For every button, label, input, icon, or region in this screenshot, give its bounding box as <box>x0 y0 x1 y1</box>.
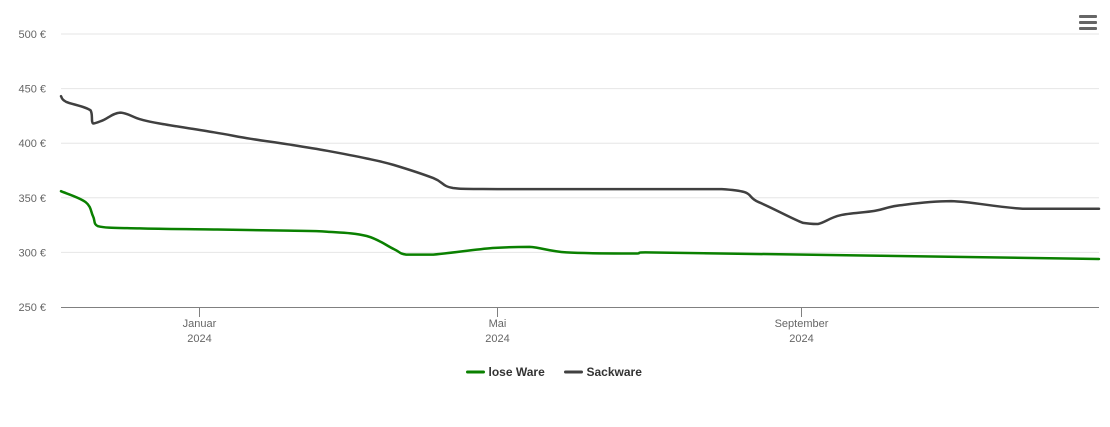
x-tick-label-month: September <box>775 318 829 330</box>
grid-lines <box>61 33 1099 253</box>
y-tick-label: 350 € <box>18 193 46 205</box>
menu-icon-bar <box>1079 27 1097 30</box>
legend: lose Ware Sackware <box>466 365 643 379</box>
y-tick-label: 450 € <box>18 84 46 96</box>
x-tick-label-month: Mai <box>489 318 507 330</box>
legend-label: lose Ware <box>489 365 546 379</box>
y-axis: 250 € 300 € 350 € 400 € 450 € 500 € <box>18 29 46 314</box>
chart-menu-button[interactable] <box>1076 11 1100 33</box>
x-tick-label-year: 2024 <box>485 333 509 345</box>
x-tick-label-month: Januar <box>183 318 217 330</box>
series-line-lose-ware[interactable] <box>59 189 1101 261</box>
series-layer <box>59 94 1101 261</box>
legend-item-sackware[interactable]: Sackware <box>564 365 643 379</box>
y-tick-label: 300 € <box>18 247 46 259</box>
legend-label: Sackware <box>587 365 643 379</box>
y-tick-label: 250 € <box>18 302 46 314</box>
y-tick-label: 400 € <box>18 138 46 150</box>
x-axis: Januar 2024 Mai 2024 September 2024 <box>61 307 1099 345</box>
legend-item-lose-ware[interactable]: lose Ware <box>466 365 546 379</box>
menu-icon-bar <box>1079 21 1097 24</box>
x-tick-label-year: 2024 <box>789 333 813 345</box>
y-tick-label: 500 € <box>18 29 46 41</box>
menu-icon-bar <box>1079 15 1097 18</box>
x-tick-label-year: 2024 <box>187 333 211 345</box>
series-line-sackware[interactable] <box>59 94 1101 226</box>
